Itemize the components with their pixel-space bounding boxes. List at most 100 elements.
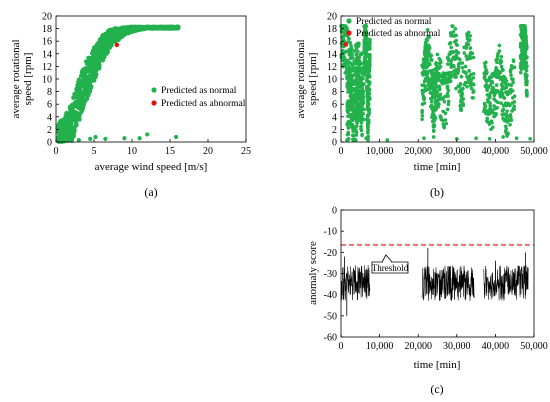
normal-point (362, 71, 367, 76)
normal-point (519, 25, 523, 29)
normal-point (354, 111, 358, 116)
panel-b-legend-normal-label: Predicted as normal (356, 17, 432, 27)
normal-point (483, 64, 487, 69)
normal-point (469, 50, 473, 55)
normal-point (150, 25, 155, 30)
normal-point (344, 49, 348, 54)
panel-c-y-ticks: 0 -10 -20 -30 -40 -50 -60 (324, 206, 344, 344)
normal-point (425, 77, 430, 82)
normal-point (347, 105, 352, 110)
normal-point (125, 29, 130, 35)
normal-point (453, 73, 457, 77)
normal-point (80, 71, 85, 76)
normal-point (68, 107, 73, 112)
normal-point (357, 84, 361, 89)
normal-point (523, 46, 527, 51)
normal-point (460, 65, 465, 70)
threshold-label: Threshold (372, 263, 409, 273)
normal-point (505, 134, 509, 138)
normal-point (368, 53, 372, 57)
normal-point (430, 106, 434, 111)
y-tick-label: 6 (47, 100, 52, 111)
normal-point (447, 72, 452, 77)
normal-point (71, 134, 76, 139)
normal-point (465, 84, 469, 89)
normal-point (487, 137, 492, 141)
normal-point (365, 66, 370, 70)
normal-point (137, 136, 142, 141)
normal-point (461, 69, 466, 74)
normal-point (433, 67, 437, 71)
y-tick-label: 4 (47, 112, 52, 123)
normal-point (93, 50, 98, 55)
panel-a-y-axis-label-line-1: average rotational (10, 39, 22, 118)
normal-point (359, 99, 363, 103)
normal-point (457, 84, 462, 88)
normal-point (430, 113, 435, 118)
normal-point (432, 118, 437, 123)
normal-point (431, 129, 436, 133)
normal-point (91, 64, 96, 69)
normal-point (504, 82, 508, 87)
normal-point (464, 55, 469, 59)
normal-point (471, 82, 476, 87)
normal-point (107, 28, 112, 33)
normal-point (424, 40, 428, 45)
normal-point (492, 97, 496, 101)
normal-point (498, 94, 503, 99)
normal-point (153, 26, 158, 31)
normal-point (157, 25, 163, 30)
normal-point (488, 107, 493, 112)
normal-point (459, 98, 464, 103)
normal-point (519, 67, 524, 71)
normal-point (518, 32, 523, 37)
normal-point (354, 130, 359, 134)
normal-point (90, 69, 95, 75)
normal-point (471, 55, 476, 60)
x-tick-label: 40,000 (482, 146, 510, 157)
normal-point (510, 96, 515, 100)
normal-point (354, 62, 359, 66)
normal-point (348, 56, 353, 61)
normal-point (359, 126, 363, 131)
normal-point (522, 30, 527, 35)
panel-b-y-axis-label-line-1: average rotational (295, 39, 307, 118)
normal-point (508, 122, 512, 127)
normal-point (364, 24, 368, 28)
normal-point (66, 132, 72, 137)
normal-point (500, 76, 505, 81)
normal-point (439, 115, 443, 120)
normal-point (462, 51, 467, 55)
normal-point (483, 104, 488, 109)
normal-point (358, 52, 363, 57)
normal-point (360, 117, 364, 122)
panel-a-x-axis-label: average wind speed [m/s] (95, 161, 208, 173)
normal-point (368, 63, 372, 68)
normal-point (95, 58, 101, 63)
normal-point (362, 29, 367, 33)
normal-point (361, 95, 366, 100)
normal-point (437, 96, 442, 100)
normal-point (459, 89, 464, 93)
normal-point (484, 60, 488, 65)
normal-point (446, 102, 451, 107)
normal-point (421, 95, 426, 100)
normal-point (514, 136, 519, 141)
normal-point (429, 100, 434, 104)
normal-point (348, 40, 353, 45)
normal-point (523, 62, 528, 67)
normal-point (474, 136, 478, 141)
x-tick-label: 30,000 (443, 146, 471, 157)
normal-point (466, 30, 471, 35)
normal-point (92, 46, 97, 52)
normal-point (60, 135, 65, 140)
panel-b-legend-abnormal-marker (346, 30, 352, 36)
normal-point (501, 68, 505, 73)
normal-point (365, 122, 370, 127)
normal-point (455, 137, 459, 141)
y-tick-label: 0 (47, 138, 52, 149)
normal-point (435, 52, 440, 57)
normal-point (441, 109, 445, 114)
normal-point (354, 52, 359, 57)
